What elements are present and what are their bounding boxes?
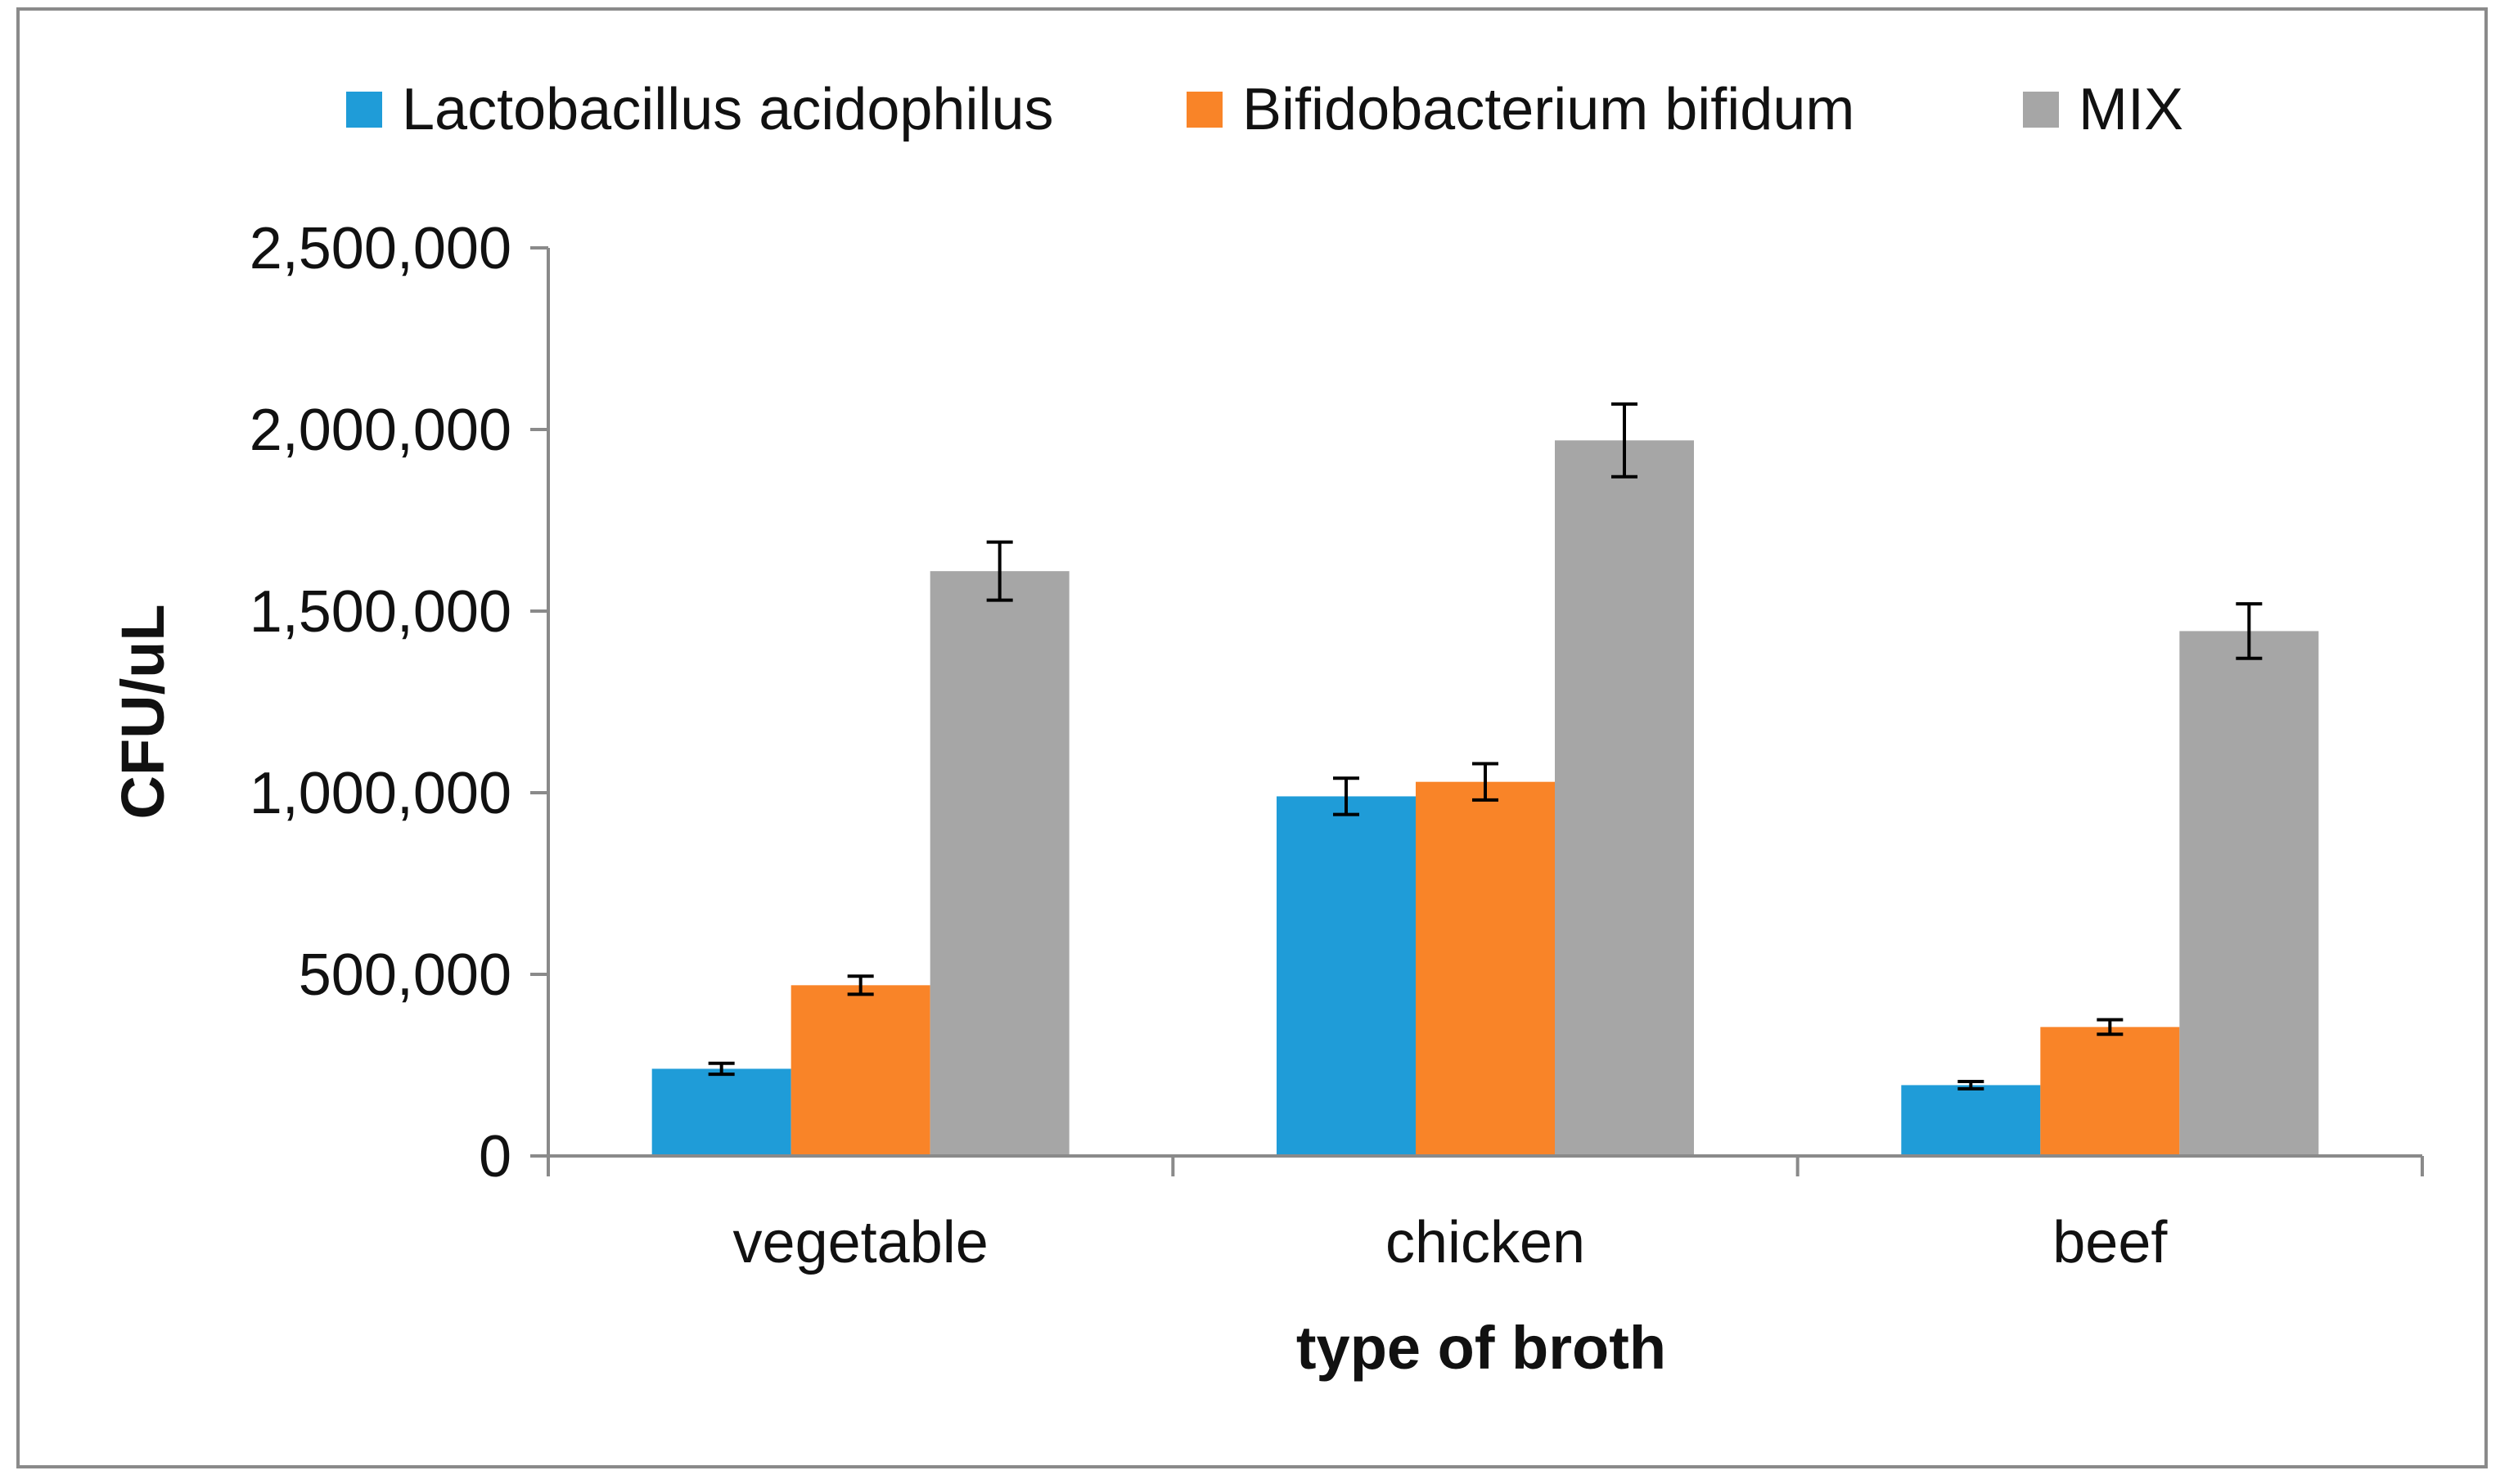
y-tick-label: 0 [479, 1124, 511, 1189]
bars [651, 402, 2319, 1156]
bar [1416, 781, 1555, 1156]
x-tick-label: beef [2052, 1210, 2168, 1275]
y-tick-label: 2,000,000 [250, 398, 511, 463]
y-tick-label: 2,500,000 [250, 216, 511, 281]
bar [1277, 796, 1416, 1156]
x-tick-label: chicken [1385, 1210, 1585, 1275]
x-axis-title: type of broth [1296, 1314, 1666, 1382]
bar [930, 571, 1070, 1156]
legend-label: MIX [2079, 77, 2183, 142]
x-axis: vegetable chicken beef [547, 1154, 2424, 1275]
legend-swatch [346, 92, 382, 128]
y-tick-label: 1,500,000 [250, 579, 511, 645]
y-axis: 0 500,000 1,000,000 1,500,000 2,000,000 2,500… [250, 216, 550, 1189]
bar [651, 1068, 791, 1156]
legend-swatch [1187, 92, 1223, 128]
bar [2040, 1027, 2180, 1156]
legend-label: Bifidobacterium bifidum [1242, 77, 1854, 142]
legend-label: Lactobacillus acidophilus [402, 77, 1054, 142]
x-tick-label: vegetable [733, 1210, 989, 1275]
legend: Lactobacillus acidophilus Bifidobacterium… [346, 77, 2183, 142]
y-tick-label: 500,000 [299, 942, 511, 1008]
bar [2179, 631, 2319, 1156]
bar [1555, 440, 1694, 1156]
legend-swatch [2023, 92, 2059, 128]
bar [1901, 1085, 2041, 1156]
y-axis-title: CFU/uL [109, 604, 177, 819]
chart-frame [16, 7, 2488, 1468]
bar [791, 985, 930, 1156]
y-tick-label: 1,000,000 [250, 761, 511, 826]
